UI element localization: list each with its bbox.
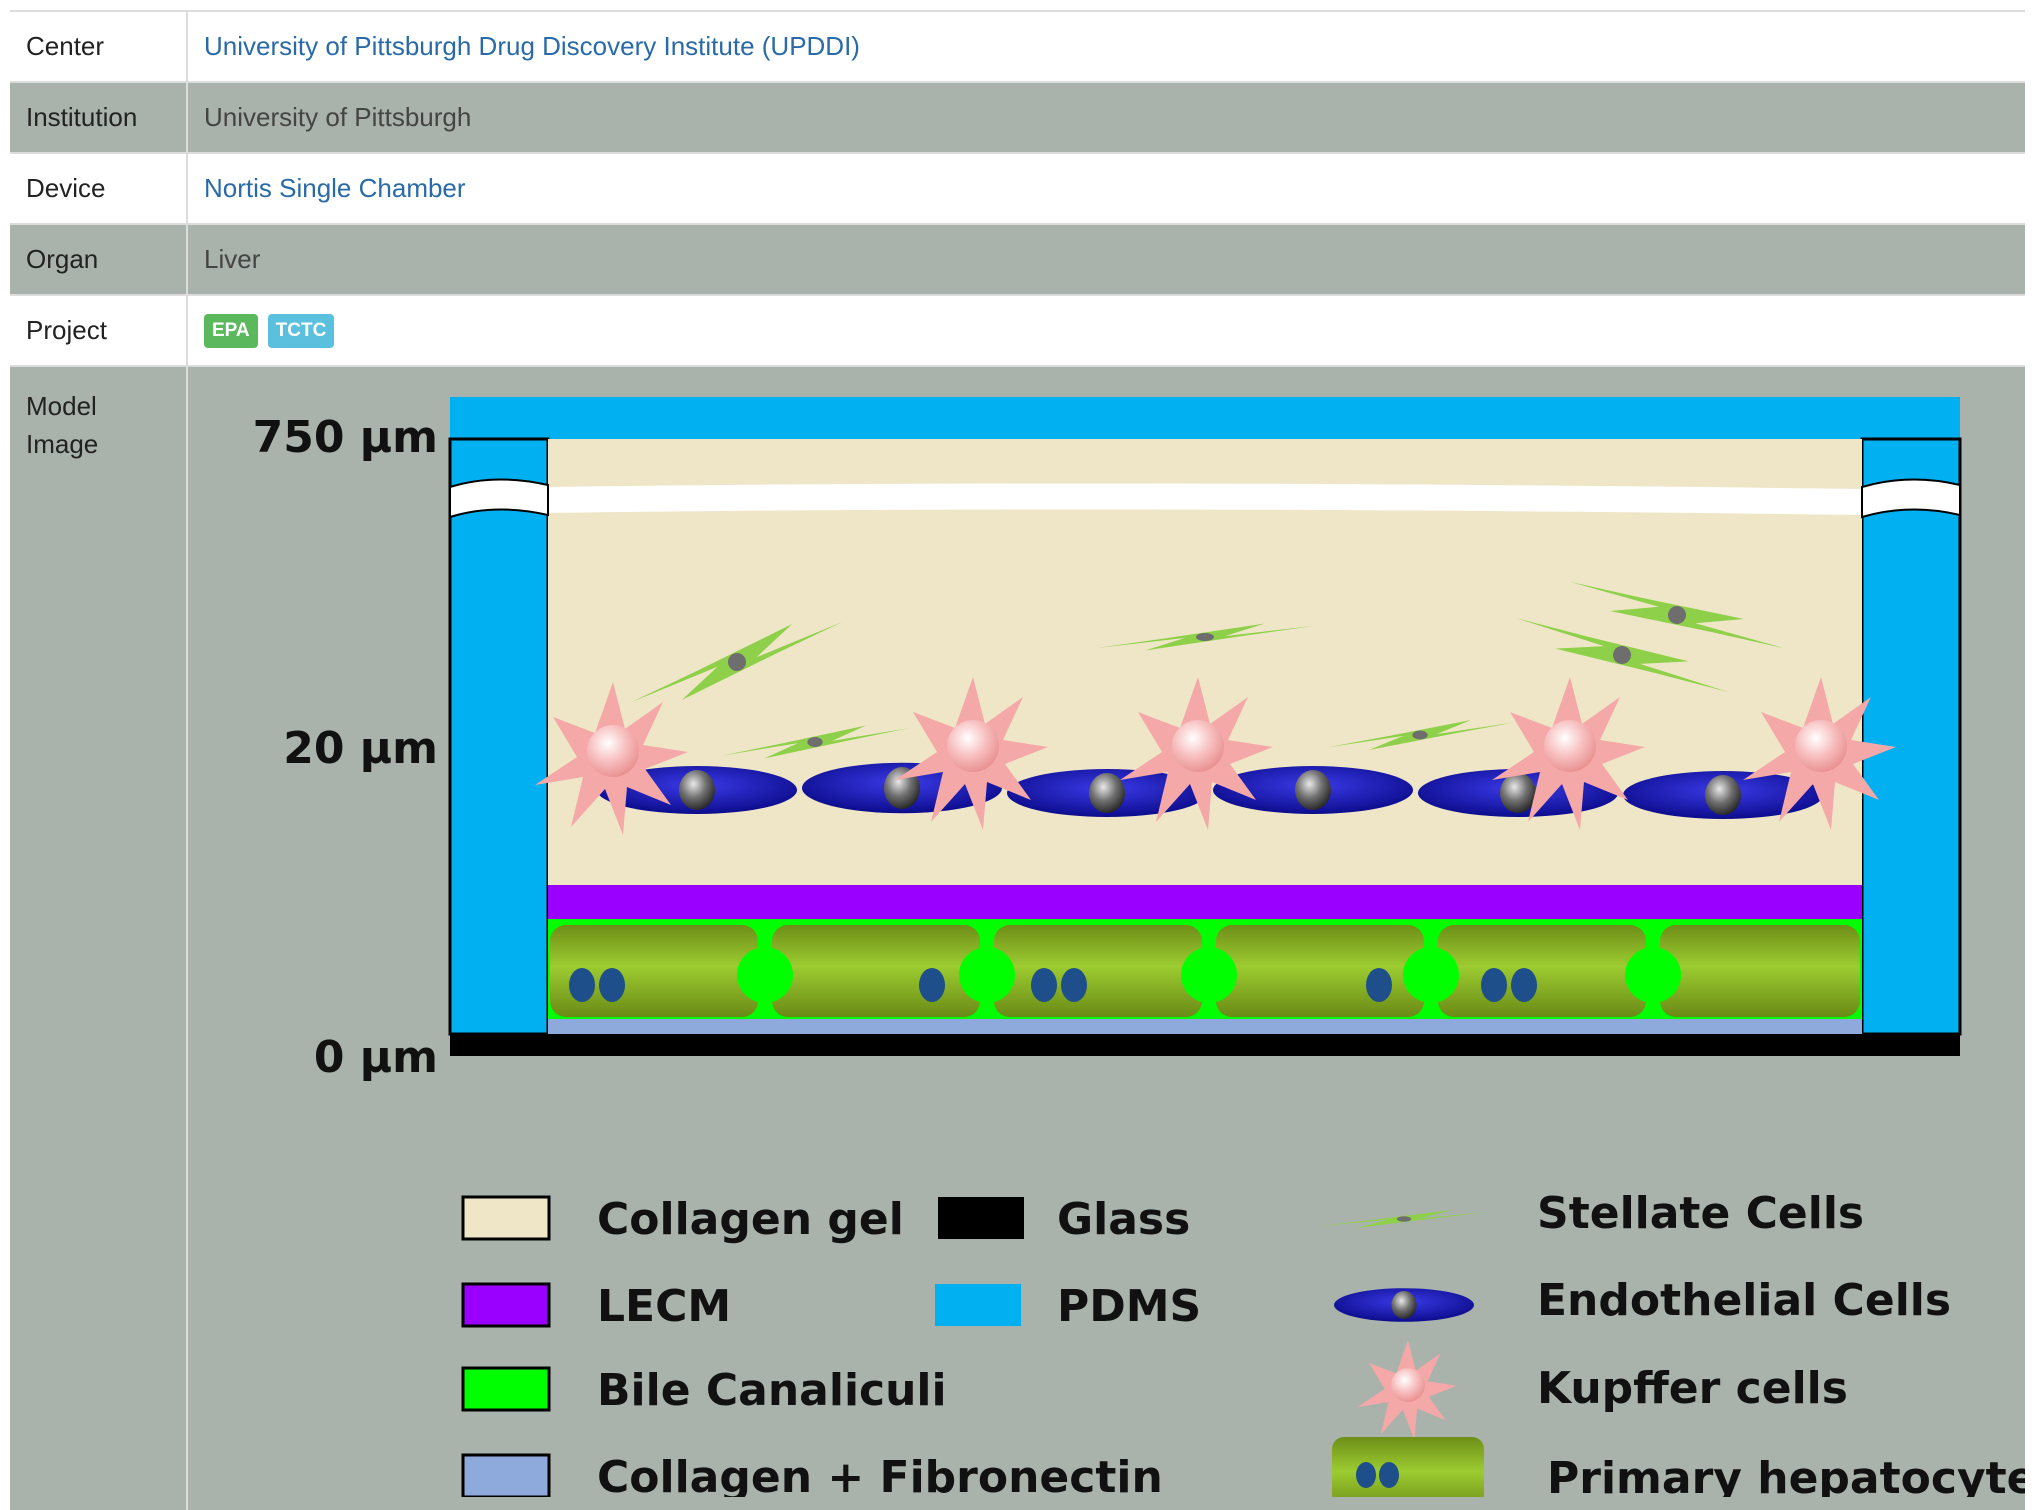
organ-row: Organ Liver [10,223,2025,294]
pdms-left-wall [448,437,550,1036]
pdms-top-layer [450,397,1960,439]
institution-value: University of Pittsburgh [204,102,472,132]
model-image-label: Model Image [10,367,188,1510]
wall-break-left [449,478,549,519]
badge-tctc[interactable]: TCTC [267,313,335,348]
legend-lecm: LECM [597,1281,731,1332]
organ-value-wrapper: Liver [204,225,2025,294]
bile-canaliculus [1403,947,1459,1003]
legend-collagen-fibronectin: Collagen + Fibronectin [597,1452,1163,1497]
legend-glass: Glass [1057,1194,1190,1245]
legend-kupffer-icon [1357,1340,1457,1440]
legend-stellate-icon [1316,1210,1492,1228]
legend-kupffer: Kupffer cells [1537,1363,1848,1414]
lecm-layer [548,885,1862,919]
bile-canaliculus [959,947,1015,1003]
legend-endothelial: Endothelial Cells [1537,1275,1951,1326]
liver-chip-diagram: 750 µm 20 µm 0 µm Collagen gel Glass LEC… [253,397,2025,1497]
device-link[interactable]: Nortis Single Chamber [204,173,466,203]
wall-break-right [1861,478,1961,519]
scale-label-750: 750 µm [253,412,438,463]
scale-label-0: 0 µm [314,1032,438,1083]
legend-hepatocyte-icon [1332,1437,1484,1497]
legend-collagen-gel: Collagen gel [597,1194,904,1245]
scale-label-20: 20 µm [283,723,438,774]
legend-swatch-pdms [935,1284,1021,1326]
bile-canaliculus [1181,947,1237,1003]
legend: Collagen gel Glass LECM PDMS Bile Canali… [461,1188,2025,1497]
pdms-right-wall [1860,437,1962,1036]
legend-pdms: PDMS [1057,1281,1201,1332]
legend-swatch-collagen-gel [461,1195,551,1241]
collagen-fibronectin-layer [548,1019,1862,1034]
hepatocyte-cell [1438,925,1646,1017]
institution-label: Institution [10,83,188,152]
legend-stellate: Stellate Cells [1537,1188,1864,1239]
model-image-row: Model Image [10,365,2025,1510]
institution-value-wrapper: University of Pittsburgh [204,83,2025,152]
device-row: Device Nortis Single Chamber [10,152,2025,223]
organ-label: Organ [10,225,188,294]
hepatocyte-cell [1216,925,1424,1017]
legend-endothelial-icon [1334,1288,1474,1322]
device-value-wrapper: Nortis Single Chamber [204,154,2025,223]
project-label: Project [10,296,188,365]
legend-swatch-bile [461,1366,551,1412]
badge-epa[interactable]: EPA [204,313,258,348]
organ-value: Liver [204,244,261,274]
model-details-table: Center University of Pittsburgh Drug Dis… [10,10,2025,1510]
project-row: Project EPA TCTC [10,294,2025,365]
glass-layer [450,1034,1960,1056]
project-badges: EPA TCTC [204,296,2025,365]
bile-canaliculus [1625,947,1681,1003]
center-value-wrapper: University of Pittsburgh Drug Discovery … [204,12,2025,81]
device-label: Device [10,154,188,223]
bile-canaliculus [737,947,793,1003]
legend-swatch-glass [938,1197,1024,1239]
center-link[interactable]: University of Pittsburgh Drug Discovery … [204,31,860,61]
hepatocyte-cell [772,925,980,1017]
center-row: Center University of Pittsburgh Drug Dis… [10,10,2025,81]
model-image-label-text: Model Image [26,391,99,459]
center-label: Center [10,12,188,81]
hepatocyte-cell [994,925,1202,1017]
institution-row: Institution University of Pittsburgh [10,81,2025,152]
hepatocyte-cell [1660,925,1860,1017]
legend-hepatocytes: Primary hepatocytes [1547,1453,2025,1497]
legend-swatch-collagen-fibronectin [461,1453,551,1497]
gel-break-band [548,483,1862,515]
legend-swatch-lecm [461,1282,551,1328]
legend-bile: Bile Canaliculi [597,1365,947,1416]
hepatocyte-cell [550,925,758,1017]
hepatocyte-layer [550,925,1860,1017]
